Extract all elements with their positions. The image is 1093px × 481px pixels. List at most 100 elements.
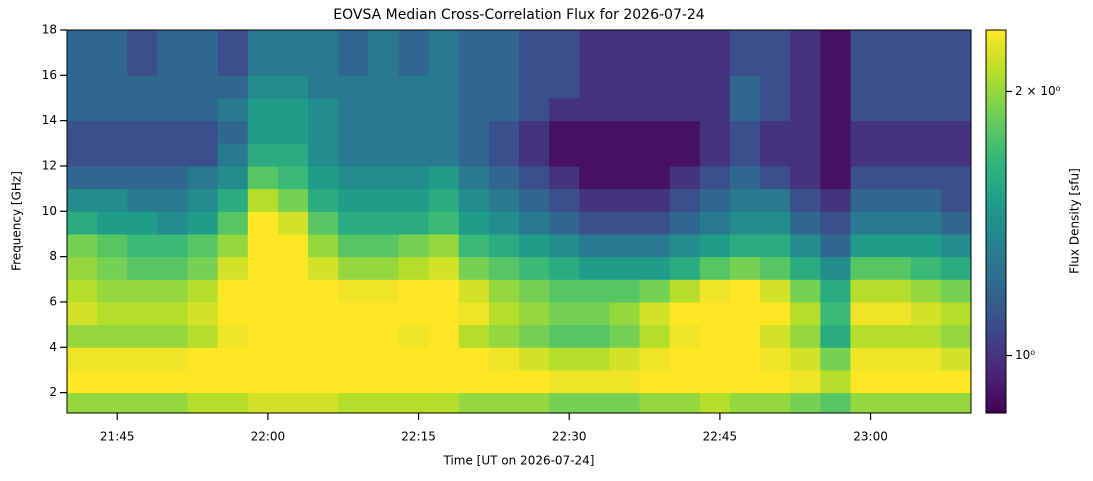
heatmap-cell xyxy=(820,30,851,54)
heatmap-cell xyxy=(187,324,219,348)
heatmap-cell xyxy=(699,256,731,280)
heatmap-cell xyxy=(187,52,219,76)
heatmap-cell xyxy=(940,233,972,258)
colorbar-swatch xyxy=(986,278,1006,283)
heatmap-cell xyxy=(579,120,610,144)
heatmap-cell xyxy=(458,301,490,326)
heatmap-cell xyxy=(639,188,671,212)
heatmap-cell xyxy=(669,392,701,414)
heatmap-cell xyxy=(308,301,339,326)
heatmap-cell xyxy=(609,369,641,394)
heatmap-cell xyxy=(217,120,249,144)
heatmap-cell xyxy=(187,188,219,212)
heatmap-cell xyxy=(790,97,821,122)
heatmap-cell xyxy=(820,120,851,144)
heatmap-cell xyxy=(639,392,671,414)
heatmap-cell xyxy=(127,75,158,99)
heatmap-cell xyxy=(157,324,189,348)
heatmap-cell xyxy=(217,369,249,394)
heatmap-cell xyxy=(549,211,580,235)
heatmap-cell xyxy=(639,52,671,76)
heatmap-cell xyxy=(669,75,701,99)
colorbar-swatch xyxy=(986,330,1006,334)
heatmap-cell xyxy=(368,347,399,371)
heatmap-cell xyxy=(820,97,851,122)
heatmap-cell xyxy=(699,52,731,76)
heatmap-cell xyxy=(368,97,399,122)
heatmap-cell xyxy=(910,279,942,303)
colorbar-swatch xyxy=(986,93,1006,98)
heatmap-cell xyxy=(398,52,430,76)
heatmap-cell xyxy=(519,165,550,190)
heatmap-cell xyxy=(549,301,580,326)
heatmap-cell xyxy=(217,347,249,371)
heatmap-cell xyxy=(338,211,369,235)
colorbar-label: Flux Density [sfu] xyxy=(1068,168,1082,274)
colorbar-swatch xyxy=(986,36,1006,41)
heatmap-cell xyxy=(760,143,791,167)
heatmap-cell xyxy=(579,347,610,371)
heatmap-cell xyxy=(729,279,761,303)
heatmap-cell xyxy=(850,143,882,167)
heatmap-cell xyxy=(790,324,821,348)
heatmap-cell xyxy=(760,324,791,348)
colorbar-swatch xyxy=(986,215,1006,219)
heatmap-cell xyxy=(247,165,279,190)
colorbar-swatch xyxy=(986,352,1006,357)
heatmap-cell xyxy=(187,211,219,235)
heatmap-cell xyxy=(729,30,761,54)
heatmap-cell xyxy=(699,188,731,212)
heatmap-cell xyxy=(97,165,128,190)
heatmap-cell xyxy=(338,347,369,371)
heatmap-cell xyxy=(880,120,912,144)
heatmap-cell xyxy=(639,120,671,144)
heatmap-cell xyxy=(277,52,309,76)
heatmap-cell xyxy=(940,279,972,303)
heatmap-cell xyxy=(488,347,520,371)
colorbar-swatch xyxy=(986,253,1006,258)
heatmap-cell xyxy=(549,97,580,122)
heatmap-cell xyxy=(157,97,189,122)
heatmap-cell xyxy=(247,75,279,99)
colorbar-swatch xyxy=(986,224,1006,229)
heatmap-cell xyxy=(97,392,128,414)
colorbar-swatch xyxy=(986,74,1006,79)
heatmap-cell xyxy=(880,279,912,303)
colorbar-swatch xyxy=(986,116,1006,120)
heatmap-cell xyxy=(940,347,972,371)
heatmap-cell xyxy=(549,256,580,280)
heatmap-cell xyxy=(549,347,580,371)
heatmap-cell xyxy=(368,165,399,190)
colorbar-swatch xyxy=(986,269,1006,274)
heatmap-cell xyxy=(458,324,490,348)
heatmap-cell xyxy=(97,279,128,303)
heatmap-cell xyxy=(760,347,791,371)
heatmap-cell xyxy=(247,120,279,144)
heatmap-cell xyxy=(519,256,550,280)
heatmap-cell xyxy=(458,30,490,54)
colorbar-swatch xyxy=(986,202,1006,207)
heatmap-cell xyxy=(458,120,490,144)
heatmap-cell xyxy=(187,392,219,414)
heatmap-cell xyxy=(669,233,701,258)
heatmap-cell xyxy=(639,347,671,371)
heatmap-cell xyxy=(549,233,580,258)
heatmap-cell xyxy=(729,143,761,167)
heatmap-cell xyxy=(428,347,460,371)
heatmap-cell xyxy=(308,279,339,303)
heatmap-cell xyxy=(910,233,942,258)
heatmap-cell xyxy=(488,369,520,394)
heatmap-cell xyxy=(97,347,128,371)
colorbar-swatch xyxy=(986,119,1006,124)
heatmap-cell xyxy=(669,279,701,303)
heatmap-cell xyxy=(157,211,189,235)
heatmap-cell xyxy=(67,165,98,190)
colorbar-swatch xyxy=(986,323,1006,328)
heatmap-cell xyxy=(579,369,610,394)
heatmap-cell xyxy=(519,120,550,144)
heatmap-cell xyxy=(217,392,249,414)
colorbar-swatch xyxy=(986,138,1006,143)
heatmap-cell xyxy=(398,143,430,167)
y-tick-label: 10 xyxy=(42,204,57,218)
colorbar-swatch xyxy=(986,141,1006,146)
